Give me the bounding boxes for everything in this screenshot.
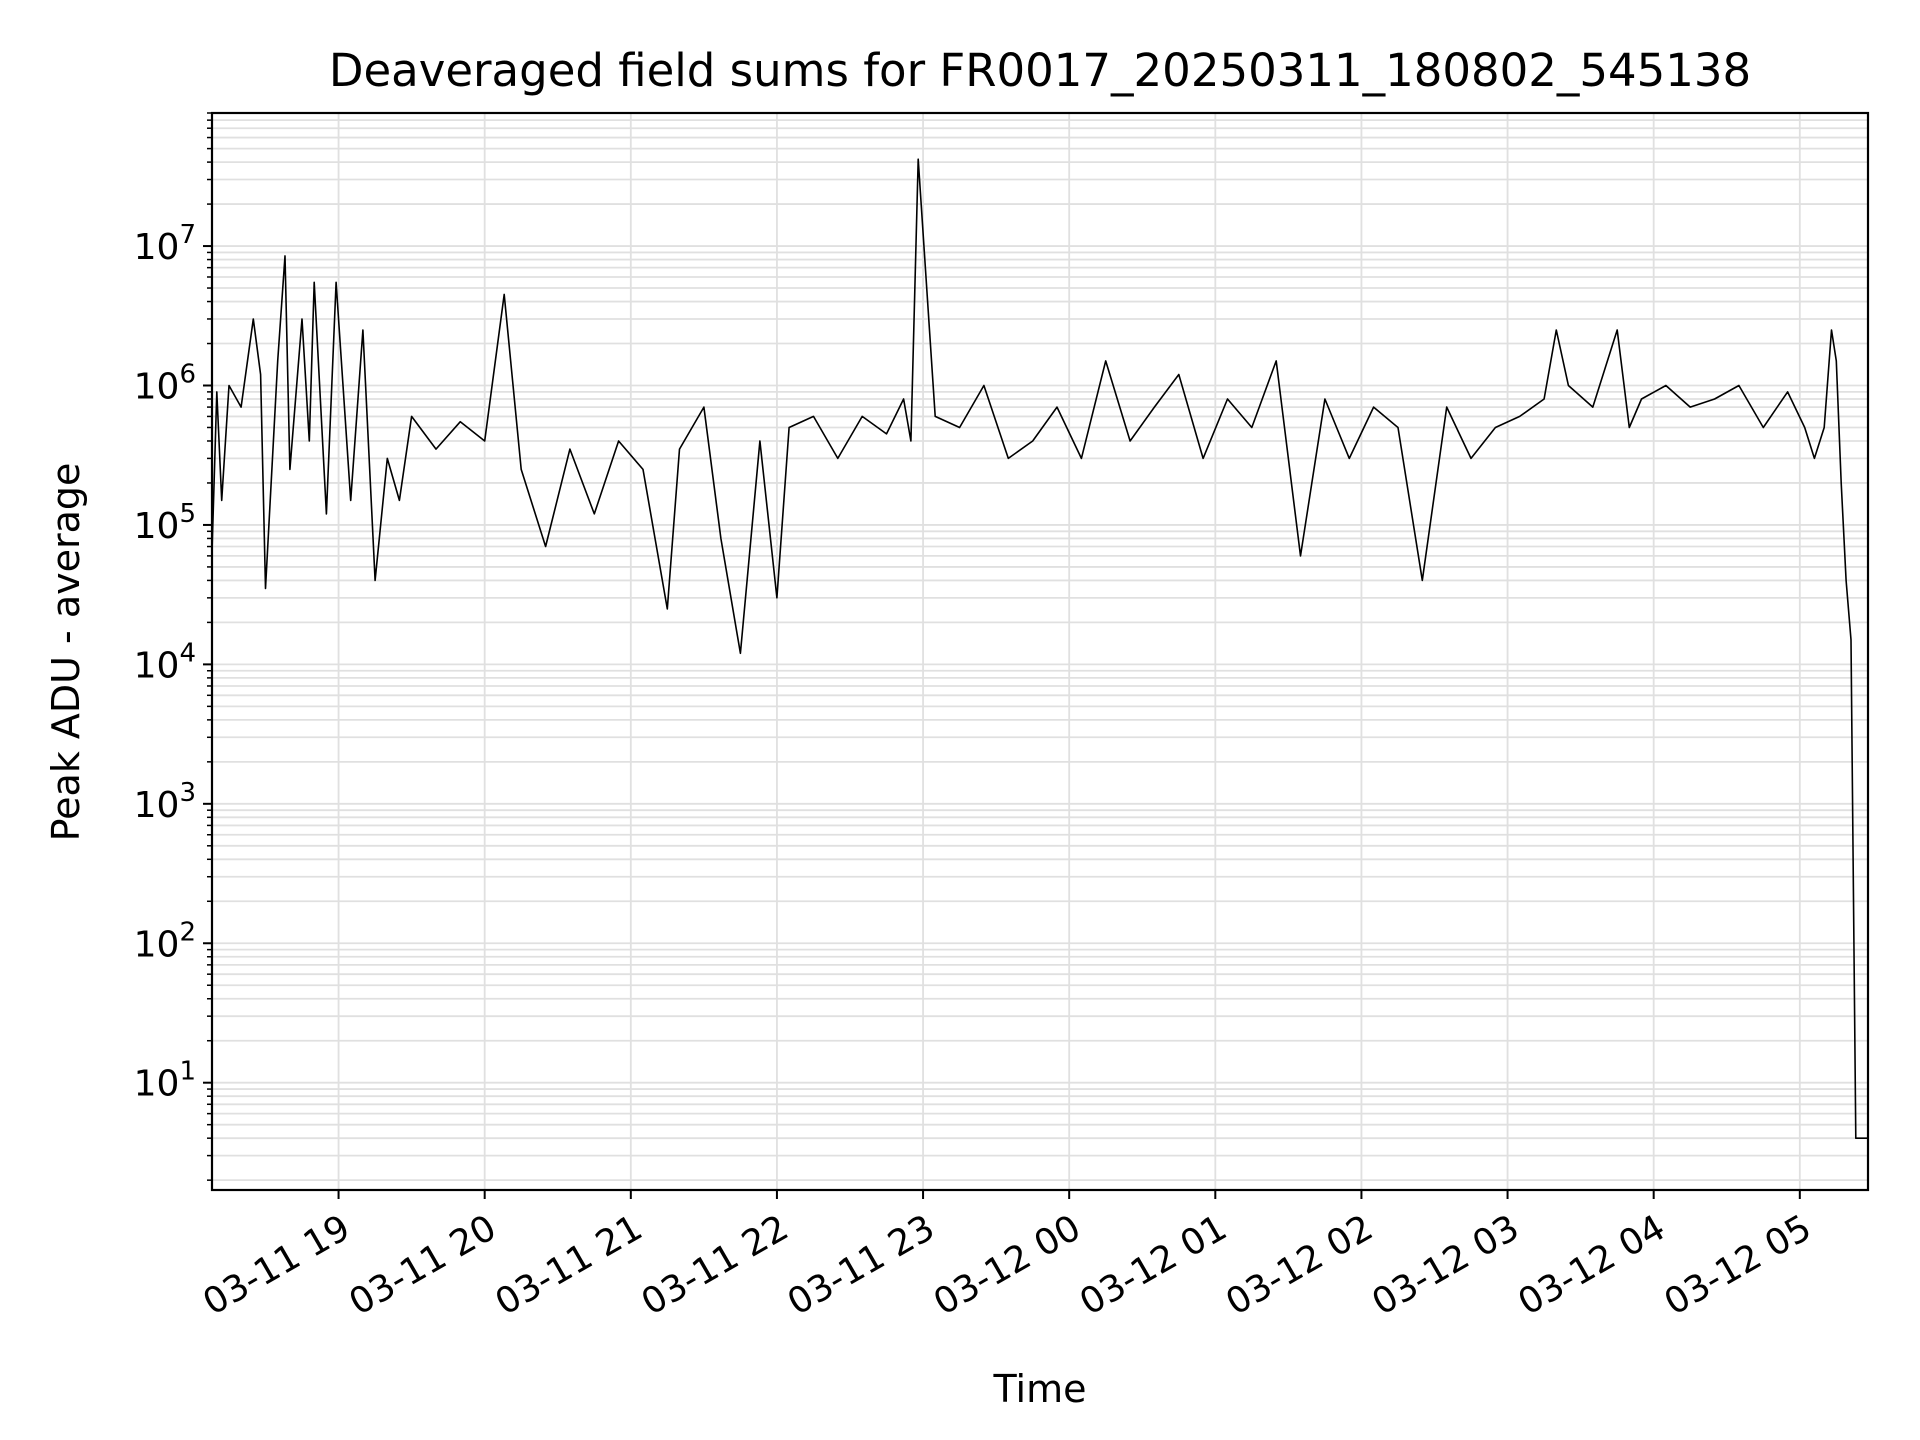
series-line (211, 158, 1868, 1139)
chart-title: Deaveraged field sums for FR0017_2025031… (329, 44, 1751, 97)
y-tick-label: 105 (134, 499, 196, 547)
y-axis-label: Peak ADU - average (44, 463, 88, 842)
series-layer (211, 158, 1868, 1139)
y-tick-label: 102 (134, 917, 196, 965)
y-tick-label: 106 (134, 359, 196, 407)
plot-frame (210, 111, 1870, 1192)
y-tick-label: 104 (134, 638, 196, 686)
y-tick-label: 107 (134, 220, 196, 268)
y-tick-label: 103 (134, 778, 196, 826)
y-tick-label: 101 (134, 1057, 196, 1105)
grid (212, 112, 1868, 1190)
x-axis-label: Time (993, 1367, 1087, 1411)
